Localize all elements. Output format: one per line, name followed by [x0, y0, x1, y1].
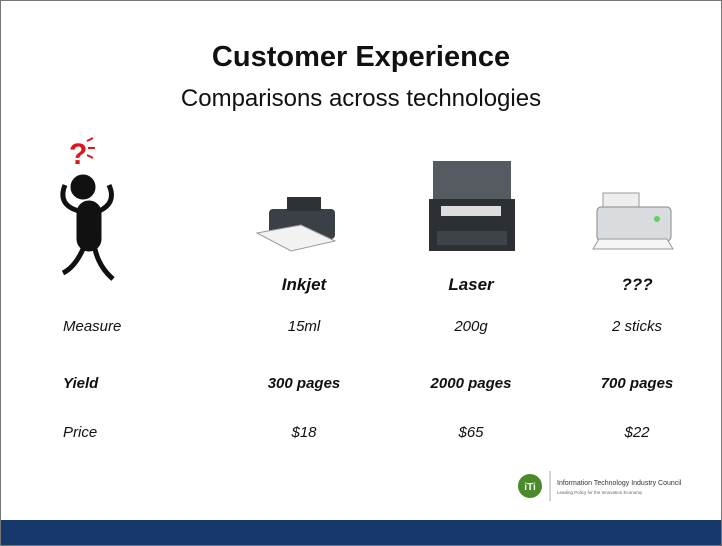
table-cell: 300 pages: [267, 375, 341, 392]
title: Customer Experience: [211, 41, 511, 73]
column-header: Inkjet: [281, 275, 327, 294]
table-cell: 200g: [454, 318, 488, 335]
unknown-printer: [592, 192, 674, 250]
logo-mark: iTi: [524, 482, 536, 493]
footer-band: [1, 520, 721, 545]
row-label: Yield: [63, 375, 99, 392]
question-mark: ?: [69, 138, 87, 171]
table-cell: 2000 pages: [430, 375, 512, 392]
table-cell: 2 sticks: [611, 318, 662, 335]
laser-printer: [429, 161, 515, 251]
inkjet-printer: [255, 197, 337, 252]
logo-tagline: Leading Policy for the Innovation Econom…: [557, 490, 643, 495]
table-cell: 700 pages: [600, 375, 674, 392]
row-label: Price: [63, 424, 98, 441]
table-cell: $18: [291, 424, 317, 441]
table-cell: $22: [624, 424, 650, 441]
illustrations: ? iTi Information Technolo: [60, 137, 682, 501]
subtitle: Comparisons across technologies: [180, 85, 542, 112]
table-cell: 15ml: [287, 318, 321, 335]
logo-name: Information Technology Industry Council: [557, 480, 682, 487]
table-cell: $65: [458, 424, 484, 441]
alert-lines: [86, 137, 95, 159]
logo: iTi Information Technology Industry Coun…: [518, 471, 682, 501]
column-header: Laser: [448, 275, 494, 294]
column-header: ???: [621, 275, 653, 294]
stick-figure: [60, 174, 115, 281]
row-label: Measure: [63, 318, 122, 335]
